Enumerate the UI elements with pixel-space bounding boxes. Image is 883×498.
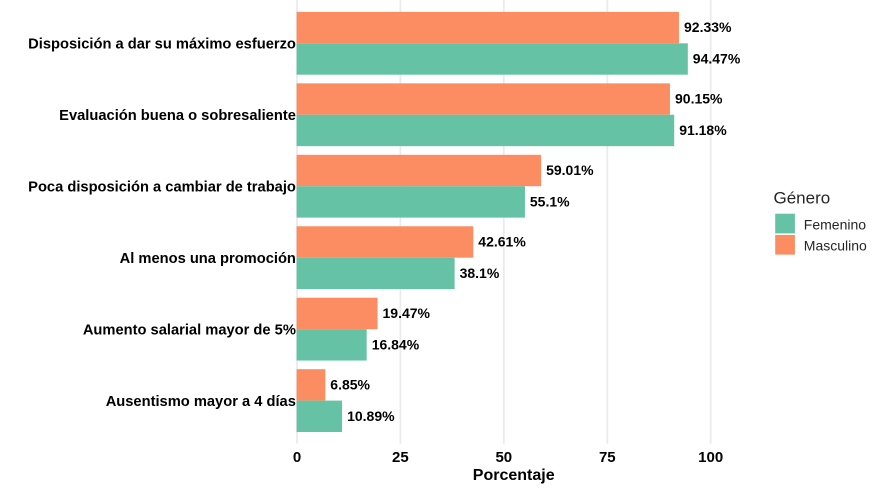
svg-text:10.89%: 10.89% [347, 408, 395, 424]
svg-text:Ausentismo mayor a 4 días: Ausentismo mayor a 4 días [106, 394, 296, 410]
svg-text:6.85%: 6.85% [330, 377, 370, 393]
svg-text:Evaluación buena o sobresalien: Evaluación buena o sobresaliente [59, 108, 296, 124]
svg-text:91.18%: 91.18% [679, 122, 727, 138]
svg-text:75: 75 [599, 449, 616, 466]
svg-text:100: 100 [698, 449, 723, 466]
svg-text:55.1%: 55.1% [530, 194, 570, 210]
svg-text:Poca disposición a cambiar de: Poca disposición a cambiar de trabajo [28, 180, 296, 196]
svg-text:Disposición a dar su máximo es: Disposición a dar su máximo esfuerzo [28, 37, 296, 53]
svg-text:0: 0 [293, 449, 301, 466]
svg-text:Aumento salarial mayor de 5%: Aumento salarial mayor de 5% [83, 323, 296, 339]
svg-text:25: 25 [392, 449, 409, 466]
svg-text:50: 50 [495, 449, 512, 466]
svg-text:Porcentaje: Porcentaje [473, 467, 555, 484]
svg-text:Al menos una promoción: Al menos una promoción [120, 251, 296, 267]
svg-text:92.33%: 92.33% [684, 19, 732, 35]
svg-text:94.47%: 94.47% [693, 51, 741, 67]
svg-text:Género: Género [774, 189, 831, 208]
svg-text:Femenino: Femenino [804, 216, 866, 232]
svg-text:Masculino: Masculino [804, 238, 867, 254]
svg-text:90.15%: 90.15% [675, 91, 723, 107]
svg-text:59.01%: 59.01% [546, 162, 594, 178]
svg-text:16.84%: 16.84% [372, 336, 420, 352]
svg-text:38.1%: 38.1% [460, 265, 500, 281]
svg-text:19.47%: 19.47% [383, 305, 431, 321]
svg-text:42.61%: 42.61% [478, 234, 526, 250]
